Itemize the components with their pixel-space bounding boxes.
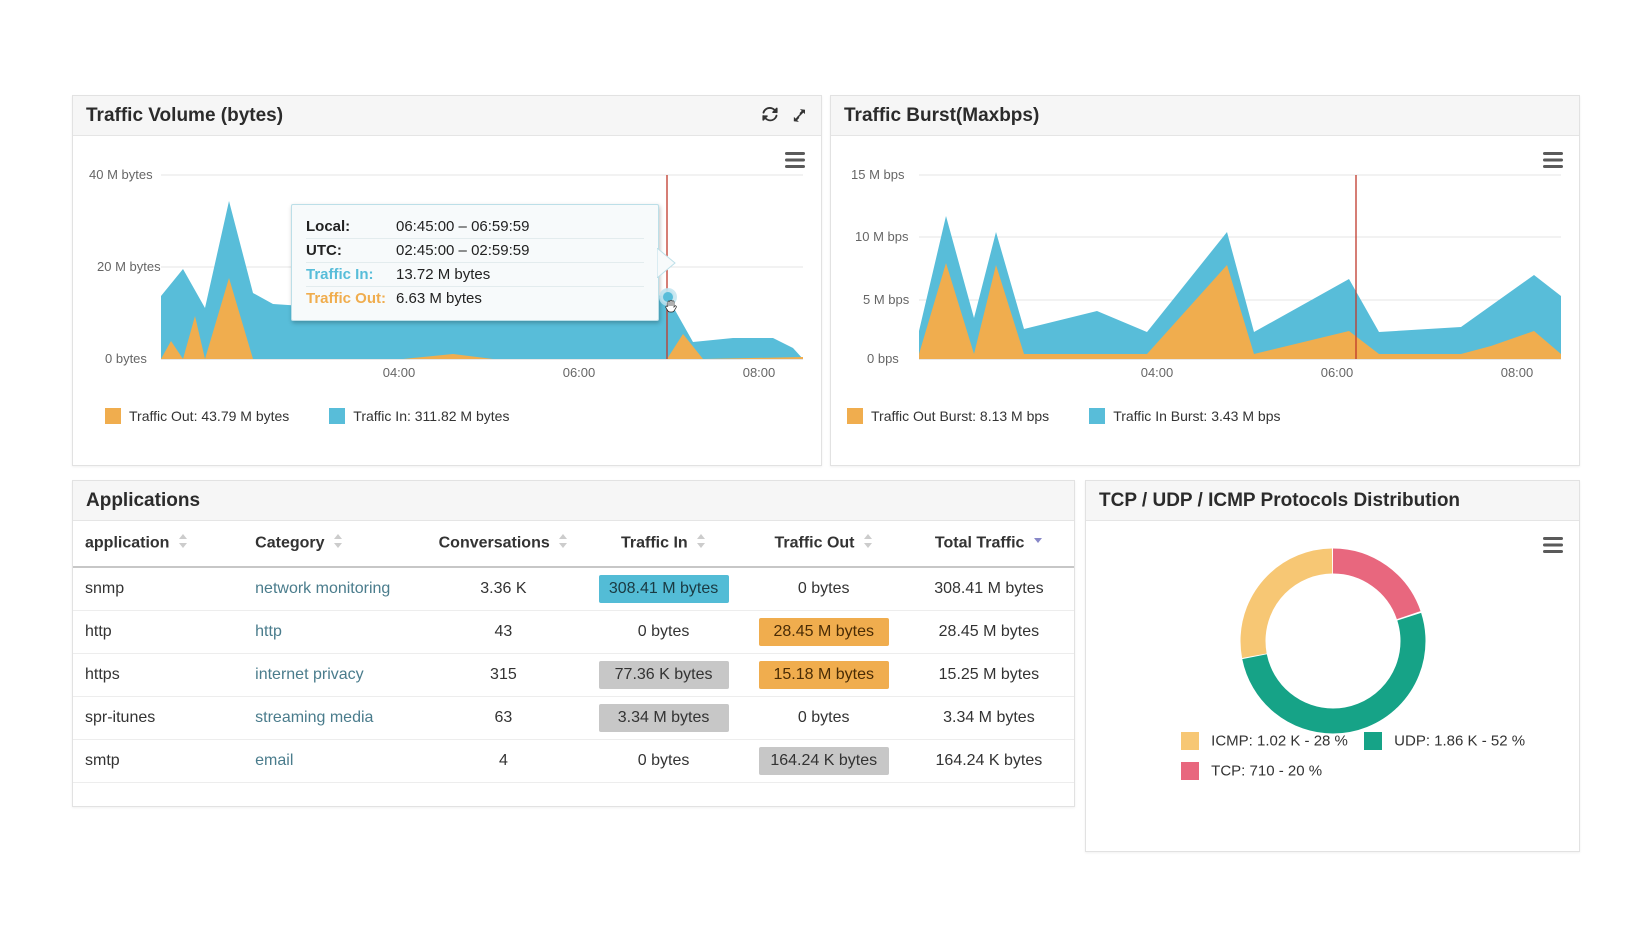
svg-text:08:00: 08:00 [743,365,776,380]
svg-text:06:00: 06:00 [563,365,596,380]
svg-text:04:00: 04:00 [1141,365,1174,380]
svg-text:04:00: 04:00 [383,365,416,380]
svg-text:08:00: 08:00 [1501,365,1534,380]
svg-text:06:00: 06:00 [1321,365,1354,380]
